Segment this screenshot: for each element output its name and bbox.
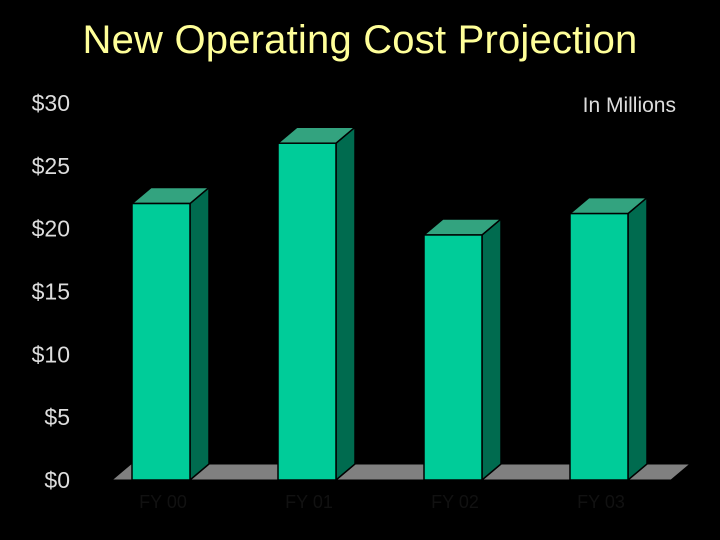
chart-floor	[110, 463, 692, 481]
bar-front	[131, 202, 191, 481]
bar-fy-03	[567, 195, 650, 482]
unit-label: In Millions	[582, 94, 676, 117]
y-tick-label: $0	[44, 467, 70, 493]
y-tick-label: $20	[32, 216, 70, 242]
y-tick-label: $25	[32, 153, 70, 179]
bar-fy-02	[421, 217, 504, 482]
x-tick-label: FY 01	[285, 492, 333, 512]
x-tick-label: FY 02	[431, 492, 479, 512]
bar-front	[423, 234, 483, 481]
y-tick-label: $10	[32, 341, 70, 367]
x-tick-label: FY 00	[139, 492, 187, 512]
bar-side	[335, 125, 356, 482]
y-tick-label: $30	[32, 90, 70, 116]
bar-side	[189, 185, 210, 482]
bar-fy-01	[275, 125, 358, 482]
bar-side	[481, 217, 502, 482]
bar-front	[569, 212, 629, 481]
x-tick-label: FY 03	[577, 492, 625, 512]
y-tick-label: $5	[44, 404, 70, 430]
bar-fy-00	[129, 185, 212, 482]
bar-front	[277, 142, 337, 481]
chart-title: New Operating Cost Projection	[82, 18, 638, 62]
y-tick-label: $15	[32, 279, 70, 305]
bar-side	[627, 195, 648, 482]
